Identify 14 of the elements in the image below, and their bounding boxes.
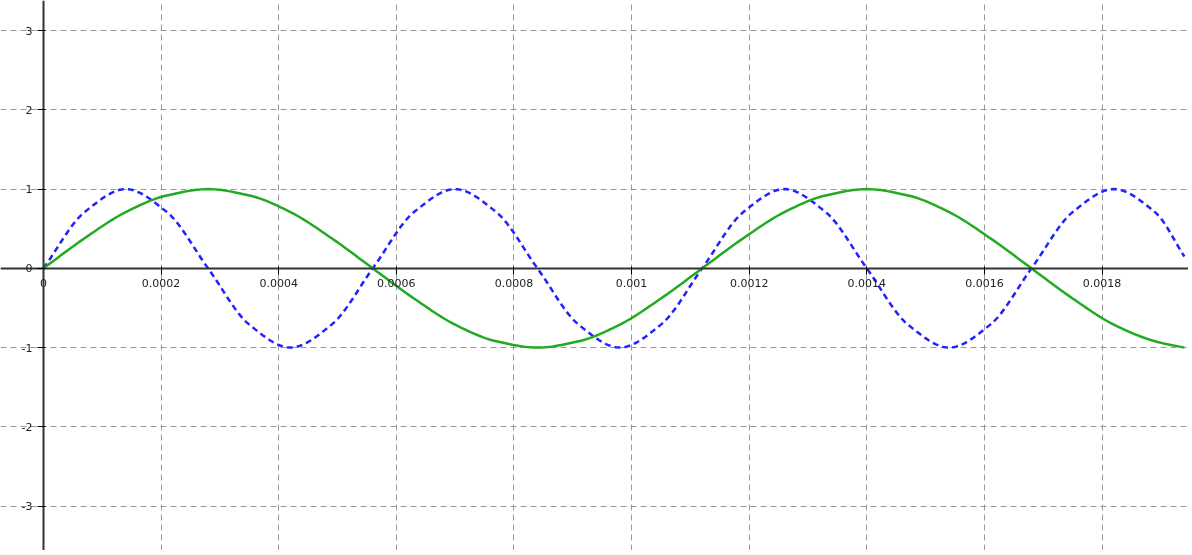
y-tick-label: -2 (21, 420, 33, 434)
x-tick-label: 0.0004 (259, 277, 298, 291)
y-tick-label: 2 (25, 103, 33, 117)
x-tick-label: 0.0002 (141, 277, 181, 291)
x-tick-label: 0.0008 (494, 277, 534, 291)
x-tick-label: 0.0012 (729, 277, 769, 291)
x-tick-label: 0.0018 (1082, 277, 1122, 291)
x-tick-label: 0.0016 (965, 277, 1004, 291)
y-tick-label: -3 (21, 500, 33, 514)
y-tick-label: 1 (25, 183, 33, 197)
y-tick-label: 3 (25, 24, 33, 38)
y-tick-label: -1 (21, 341, 33, 355)
x-tick-label: 0.0014 (847, 277, 887, 291)
x-tick-label: 0.001 (615, 277, 648, 291)
